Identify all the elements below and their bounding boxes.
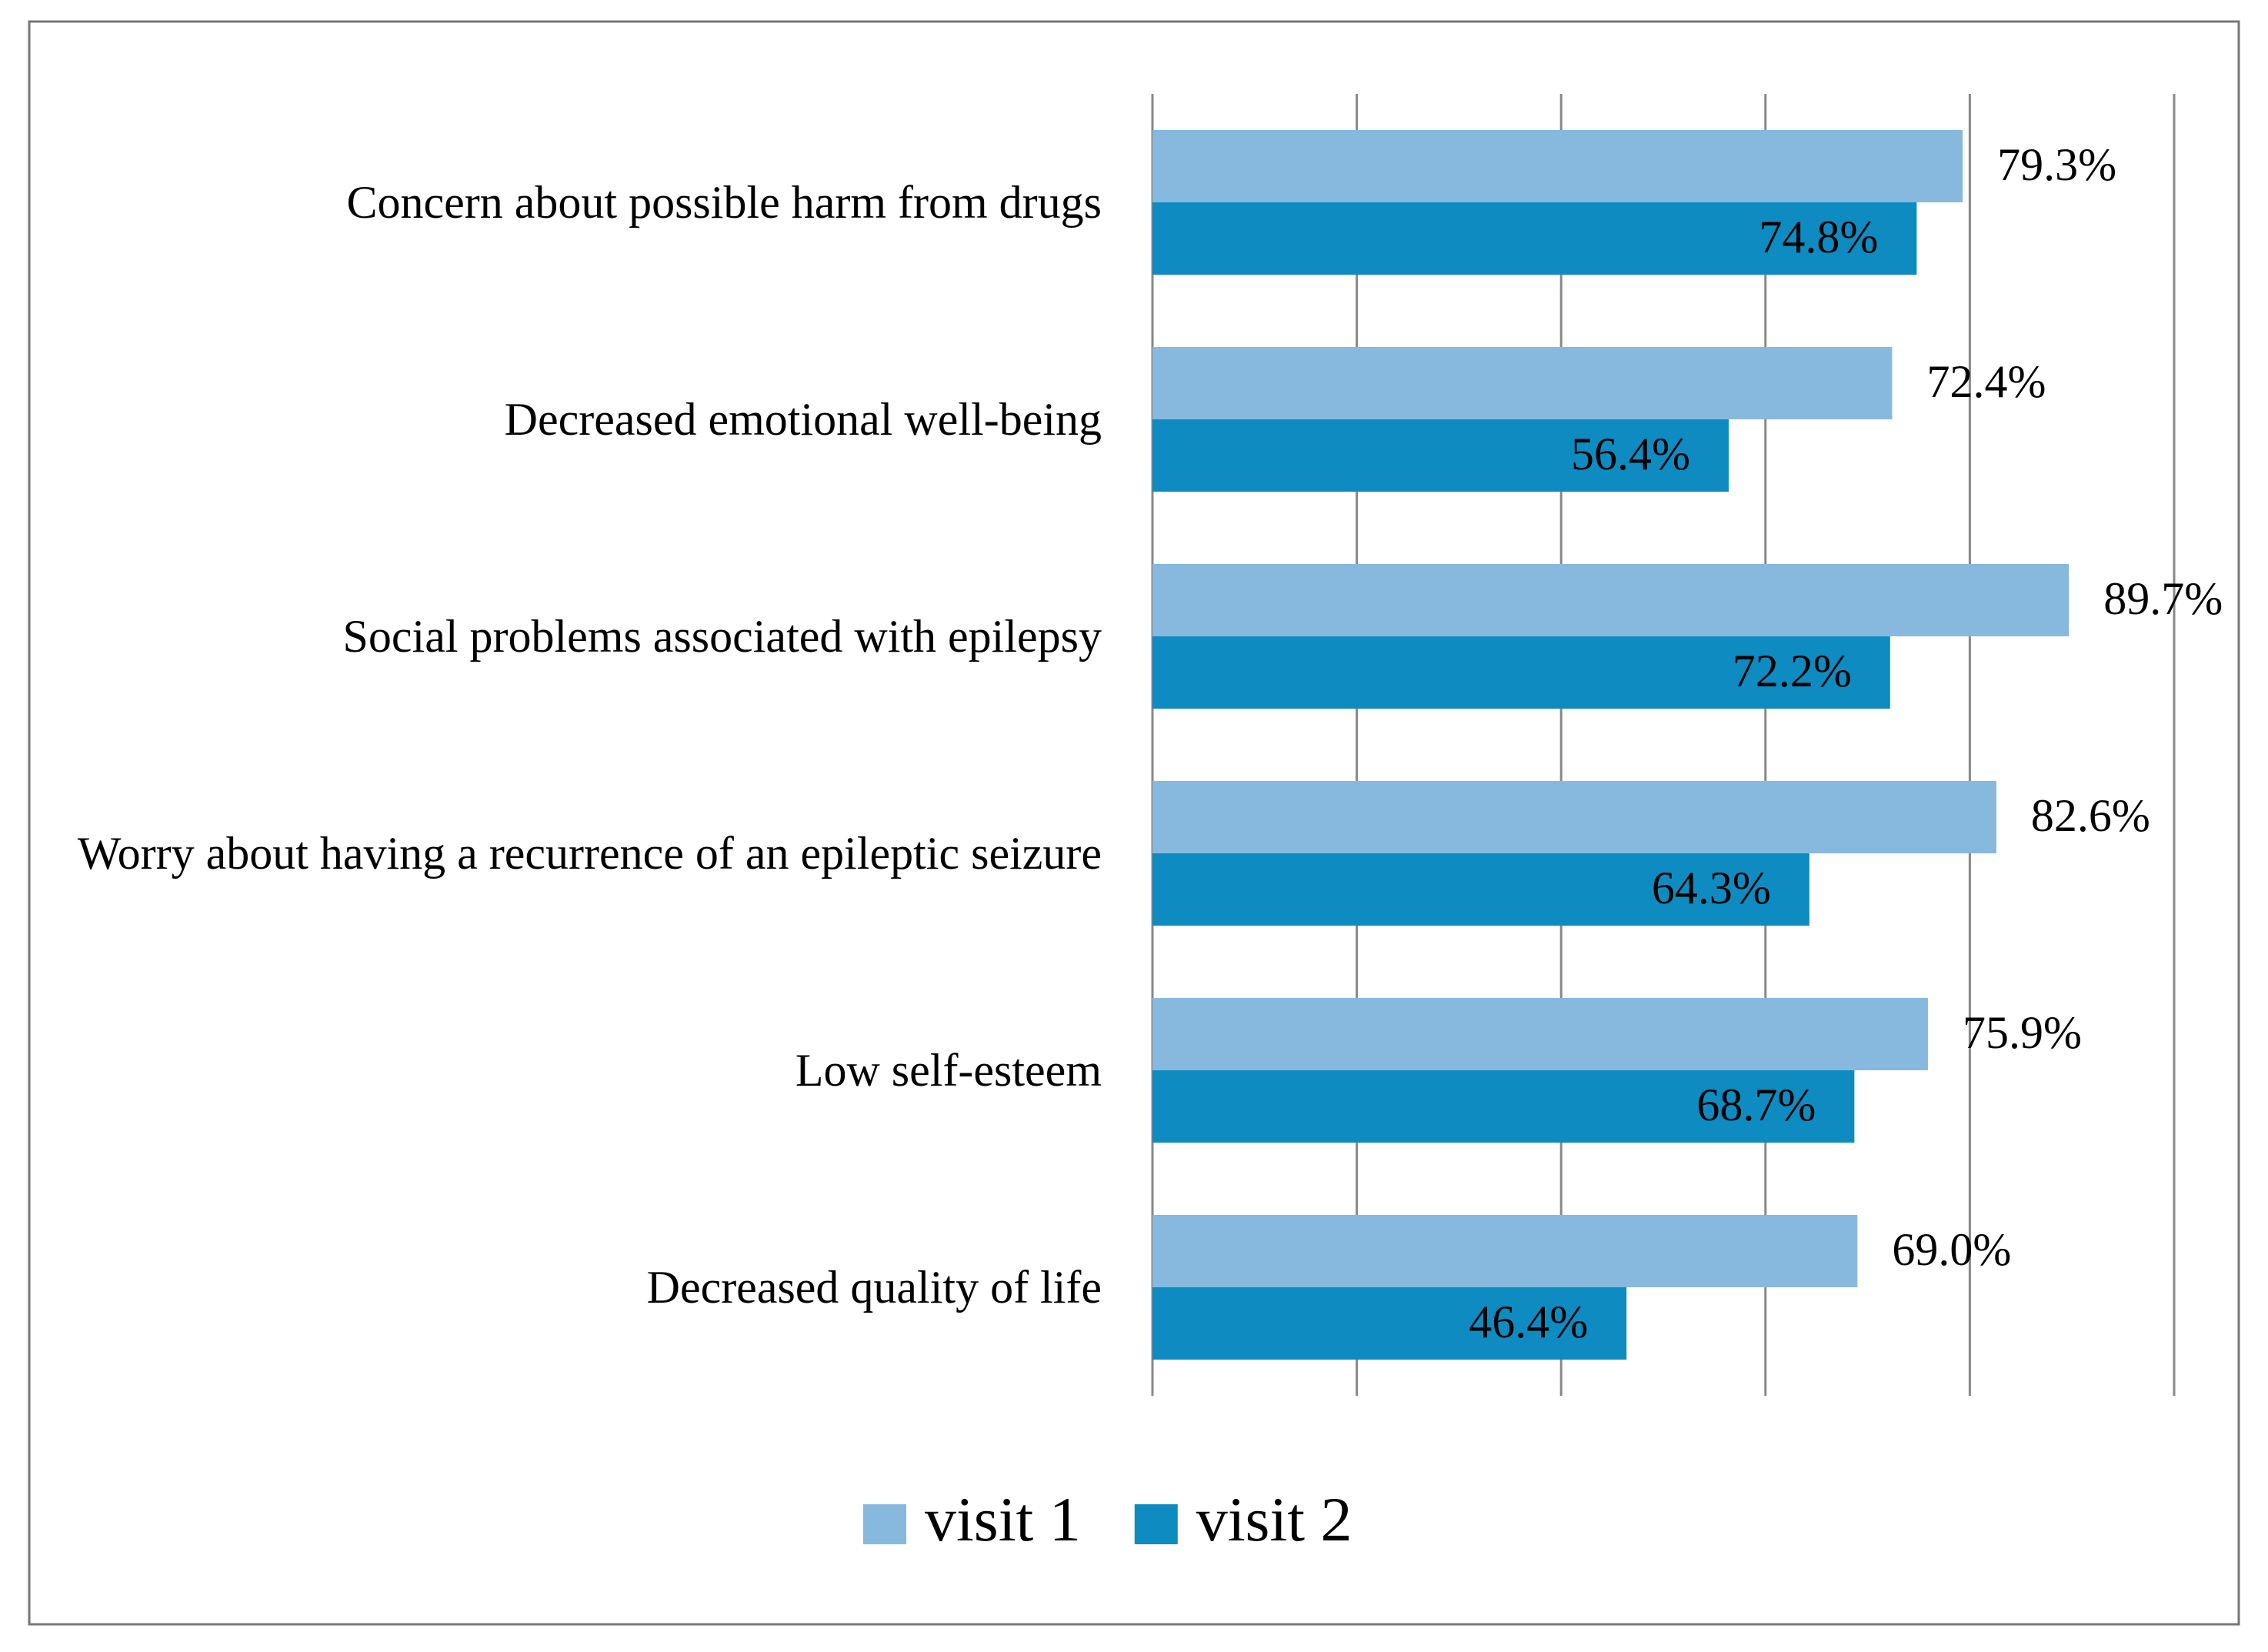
legend-swatch [863,1504,906,1544]
data-label: 72.4% [1926,356,2046,407]
bar [1152,130,1963,202]
category-label: Worry about having a recurrence of an ep… [77,828,1102,879]
data-label: 46.4% [1469,1297,1588,1347]
data-label: 68.7% [1696,1080,1816,1130]
legend-label: visit 2 [1196,1484,1352,1554]
bar [1152,1287,1627,1360]
data-label: 72.2% [1733,646,1852,696]
data-label: 56.4% [1571,429,1690,479]
bar [1152,347,1893,419]
bar [1152,998,1928,1070]
legend-swatch [1134,1504,1178,1544]
data-label: 79.3% [1997,139,2116,190]
data-label: 74.8% [1759,212,1878,262]
data-label: 89.7% [2103,573,2223,624]
bar [1152,202,1917,275]
category-label: Low self-esteem [795,1045,1102,1096]
bar [1152,636,1890,709]
chart-border [28,20,2240,1626]
bar [1152,1070,1855,1143]
bar [1152,853,1809,926]
category-label: Decreased quality of life [646,1262,1102,1313]
data-label: 82.6% [2031,790,2150,841]
data-label: 64.3% [1652,863,1771,913]
bar [1152,564,2070,636]
data-label: 69.0% [1892,1224,2011,1275]
bar [1152,781,1996,853]
category-label: Social problems associated with epilepsy [342,611,1102,662]
bar [1152,1215,1858,1287]
category-label: Decreased emotional well-being [504,394,1102,445]
legend-label: visit 1 [925,1484,1081,1554]
category-label: Concern about possible harm from drugs [346,177,1102,228]
data-label: 75.9% [1963,1007,2082,1058]
bar [1152,419,1729,492]
